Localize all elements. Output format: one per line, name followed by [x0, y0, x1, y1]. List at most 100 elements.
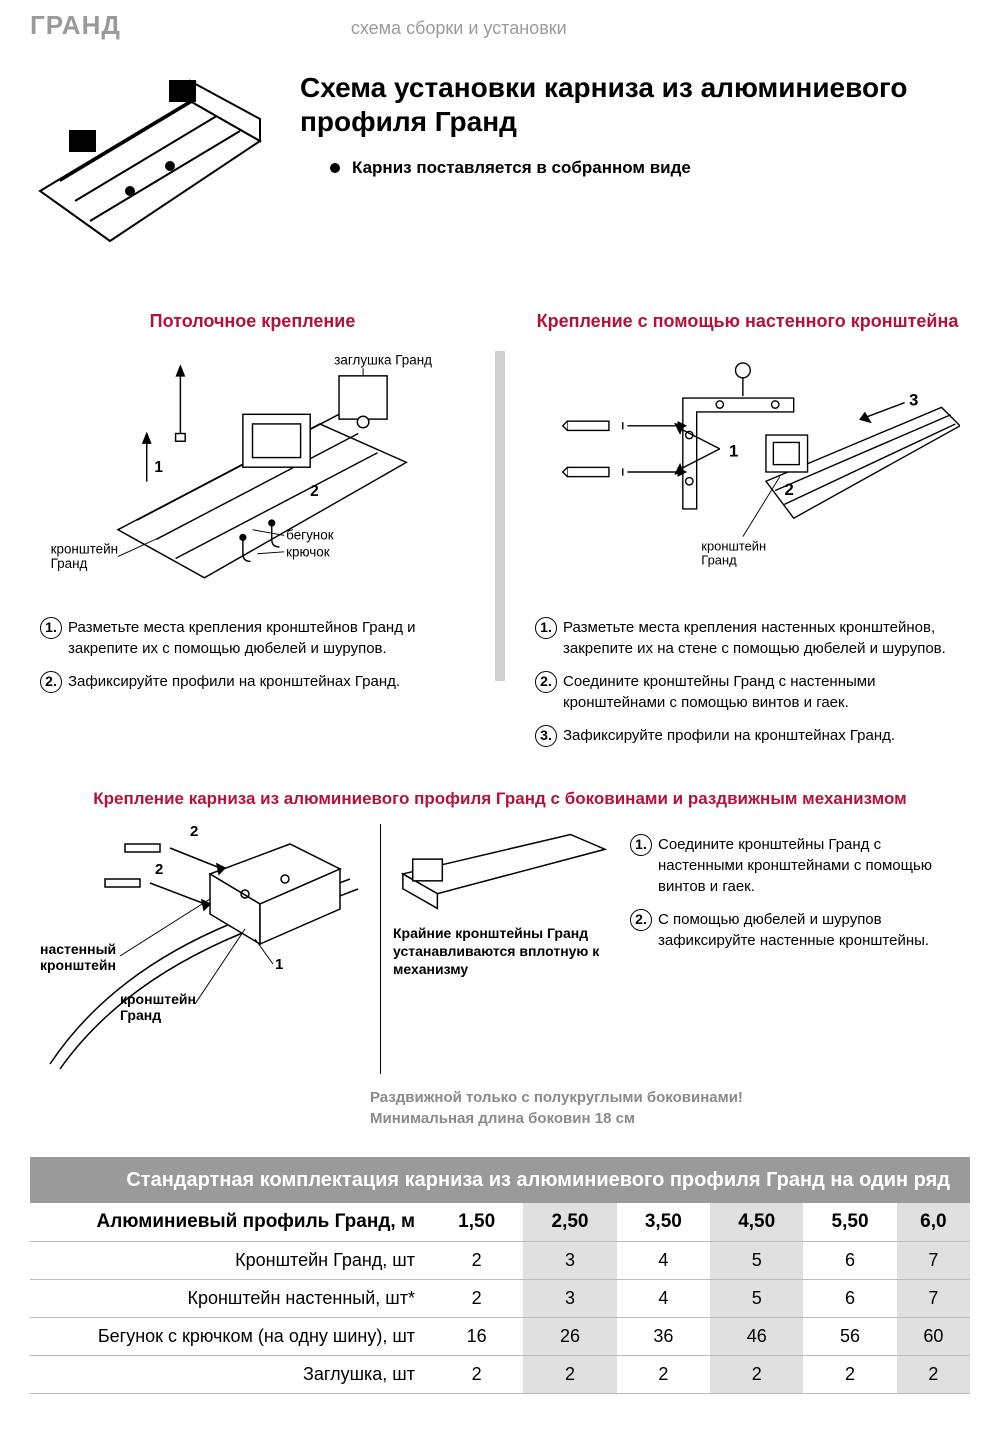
- label-br1: кронштейн: [120, 991, 196, 1007]
- ceiling-step-2: 2. Зафиксируйте профили на кронштейнах Г…: [40, 671, 465, 693]
- ceiling-title: Потолочное крепление: [40, 311, 465, 332]
- step-text: Соедините кронштейны Гранд с настенными …: [563, 671, 960, 713]
- label-br2: Гранд: [120, 1007, 161, 1023]
- wall-section: Крепление с помощью настенного кронштейн…: [525, 311, 970, 759]
- table-cell: 46: [710, 1318, 803, 1356]
- step-text: Зафиксируйте профили на кронштейнах Гран…: [68, 671, 465, 693]
- table-cell: 4: [617, 1280, 710, 1318]
- sliding-notes: Раздвижной только с полукруглыми боковин…: [370, 1089, 970, 1127]
- ceiling-section: Потолочное крепление: [30, 311, 475, 759]
- table-cell: 4: [617, 1242, 710, 1280]
- step-num-icon: 1.: [630, 834, 652, 856]
- table-col-header: Алюминиевый профиль Гранд, м: [30, 1203, 430, 1242]
- ceiling-diagram: заглушка Гранд 1 2 кронштейн Гранд бегун…: [40, 347, 465, 597]
- label-n2a: 2: [190, 824, 198, 840]
- sliding-step-1: 1. Соедините кронштейны Гранд с настенны…: [630, 834, 970, 897]
- table-row: Кронштейн настенный, шт*234567: [30, 1280, 970, 1318]
- bullet-dot-icon: [330, 163, 340, 173]
- label-n2b: 2: [155, 861, 163, 878]
- step-num-icon: 2.: [535, 671, 557, 693]
- table-cell: 56: [803, 1318, 896, 1356]
- table-cell: 60: [897, 1318, 970, 1356]
- table-row-label: Кронштейн Гранд, шт: [30, 1242, 430, 1280]
- table-col: 4,50: [710, 1203, 803, 1242]
- step-text: Разметьте места крепления настенных крон…: [563, 617, 960, 659]
- wall-diagram: 1 2 3 кронштейн Гранд: [535, 347, 960, 597]
- sliding-diagram-left: 2 2 1 настенный кронштейн кронштейн Гран…: [30, 824, 360, 1074]
- table-col: 1,50: [430, 1203, 523, 1242]
- table-row-label: Бегунок с крючком (на одну шину), шт: [30, 1318, 430, 1356]
- sliding-row: 2 2 1 настенный кронштейн кронштейн Гран…: [30, 824, 970, 1074]
- sliding-mid-caption: Крайние кронштейны Гранд устанавливаются…: [393, 924, 610, 979]
- label-bracket1: кронштейн: [701, 539, 766, 554]
- label-n1: 1: [275, 956, 283, 973]
- label-bracket1: кронштейн: [51, 542, 119, 557]
- table-row: Бегунок с крючком (на одну шину), шт1626…: [30, 1318, 970, 1356]
- table-col: 5,50: [803, 1203, 896, 1242]
- page: ГРАНД схема сборки и установки Схема уст…: [0, 0, 1000, 1424]
- hero-section: Схема установки карниза из алюминиевого …: [30, 71, 970, 271]
- table-row: Заглушка, шт222222: [30, 1356, 970, 1394]
- table-cell: 5: [710, 1242, 803, 1280]
- label-n1: 1: [729, 441, 738, 460]
- step-text: Соедините кронштейны Гранд с настенными …: [658, 834, 970, 897]
- table-cell: 6: [803, 1242, 896, 1280]
- table-cell: 2: [430, 1356, 523, 1394]
- table-cell: 26: [523, 1318, 616, 1356]
- label-n1: 1: [154, 459, 163, 476]
- step-num-icon: 2.: [630, 909, 652, 931]
- table-cell: 5: [710, 1280, 803, 1318]
- label-bracket2: Гранд: [701, 552, 737, 567]
- hero-bullet: Карниз поставляется в собранном виде: [330, 158, 970, 178]
- wall-step-1: 1. Разметьте места крепления настенных к…: [535, 617, 960, 659]
- label-wall2: кронштейн: [40, 957, 116, 973]
- ceiling-steps: 1. Разметьте места крепления кронштейнов…: [40, 617, 465, 693]
- table-cell: 2: [430, 1280, 523, 1318]
- hero-bullet-text: Карниз поставляется в собранном виде: [352, 158, 691, 178]
- divider: [495, 351, 505, 681]
- table-cell: 36: [617, 1318, 710, 1356]
- label-wall1: настенный: [40, 941, 116, 957]
- table-cell: 6: [803, 1280, 896, 1318]
- label-hook: крючок: [286, 545, 330, 560]
- wall-steps: 1. Разметьте места крепления настенных к…: [535, 617, 960, 747]
- label-n3: 3: [909, 390, 918, 409]
- table-head-row: Алюминиевый профиль Гранд, м 1,50 2,50 3…: [30, 1203, 970, 1242]
- step-text: Разметьте места крепления кронштейнов Гр…: [68, 617, 465, 659]
- wall-step-2: 2. Соедините кронштейны Гранд с настенны…: [535, 671, 960, 713]
- page-subtitle: схема сборки и установки: [351, 18, 567, 39]
- table-cell: 3: [523, 1280, 616, 1318]
- ceiling-step-1: 1. Разметьте места крепления кронштейнов…: [40, 617, 465, 659]
- table-cell: 2: [430, 1242, 523, 1280]
- table-cell: 2: [897, 1356, 970, 1394]
- table-cell: 7: [897, 1280, 970, 1318]
- sliding-mid: Крайние кронштейны Гранд устанавливаются…: [380, 824, 610, 1074]
- step-num-icon: 3.: [535, 725, 557, 747]
- table-col: 3,50: [617, 1203, 710, 1242]
- spec-table: Алюминиевый профиль Гранд, м 1,50 2,50 3…: [30, 1203, 970, 1394]
- hero-text: Схема установки карниза из алюминиевого …: [300, 71, 970, 271]
- table-col: 2,50: [523, 1203, 616, 1242]
- note-line: Минимальная длина боковин 18 см: [370, 1110, 970, 1127]
- wall-step-3: 3. Зафиксируйте профили на кронштейнах Г…: [535, 725, 960, 747]
- table-row-label: Заглушка, шт: [30, 1356, 430, 1394]
- label-bracket2: Гранд: [51, 556, 88, 571]
- step-text: Зафиксируйте профили на кронштейнах Гран…: [563, 725, 960, 747]
- step-num-icon: 2.: [40, 671, 62, 693]
- label-runner: бегунок: [286, 527, 334, 542]
- hero-title: Схема установки карниза из алюминиевого …: [300, 71, 970, 138]
- sliding-title: Крепление карниза из алюминиевого профил…: [30, 789, 970, 809]
- table-cell: 2: [710, 1356, 803, 1394]
- table-cell: 3: [523, 1242, 616, 1280]
- table-row: Кронштейн Гранд, шт234567: [30, 1242, 970, 1280]
- sliding-section: Крепление карниза из алюминиевого профил…: [30, 789, 970, 1127]
- step-num-icon: 1.: [40, 617, 62, 639]
- table-cell: 16: [430, 1318, 523, 1356]
- label-n2: 2: [784, 480, 793, 499]
- step-num-icon: 1.: [535, 617, 557, 639]
- top-bar: ГРАНД схема сборки и установки: [30, 10, 970, 41]
- brand-title: ГРАНД: [30, 10, 121, 41]
- step-text: С помощью дюбелей и шурупов зафиксируйте…: [658, 909, 970, 951]
- table-cell: 2: [803, 1356, 896, 1394]
- table-cell: 7: [897, 1242, 970, 1280]
